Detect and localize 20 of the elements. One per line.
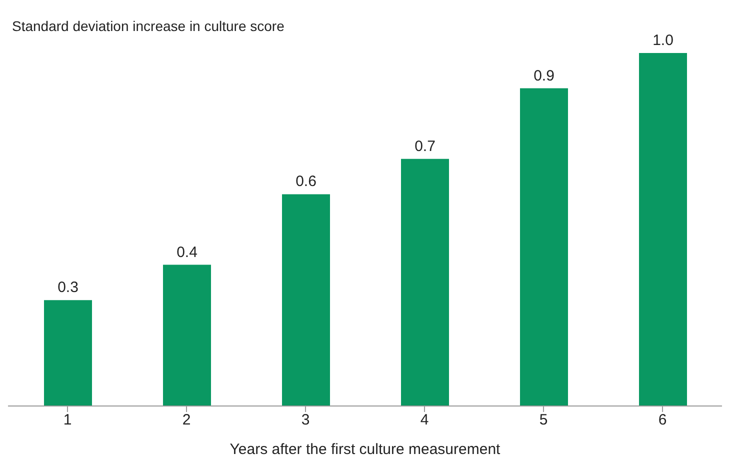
data-label: 0.4 <box>176 244 198 261</box>
y-axis-title: Standard deviation increase in culture score <box>12 18 284 34</box>
x-tick-label: 2 <box>182 412 191 429</box>
data-label: 0.6 <box>296 173 316 190</box>
x-tick-label: 5 <box>539 412 548 429</box>
bar <box>401 158 449 406</box>
x-tick-label: 3 <box>301 412 310 429</box>
data-label: 1.0 <box>652 32 674 49</box>
bar <box>520 88 568 406</box>
bar <box>163 264 211 406</box>
x-tick-label: 4 <box>420 412 429 429</box>
data-label: 0.3 <box>58 279 78 296</box>
bar <box>639 53 687 406</box>
x-tick-label: 6 <box>658 412 667 429</box>
bar <box>44 300 92 406</box>
bar <box>282 194 330 406</box>
x-tick-label: 1 <box>63 412 72 429</box>
data-label: 0.9 <box>534 67 554 84</box>
x-axis-title: Years after the first culture measurement <box>230 441 502 458</box>
data-label: 0.7 <box>414 138 436 155</box>
